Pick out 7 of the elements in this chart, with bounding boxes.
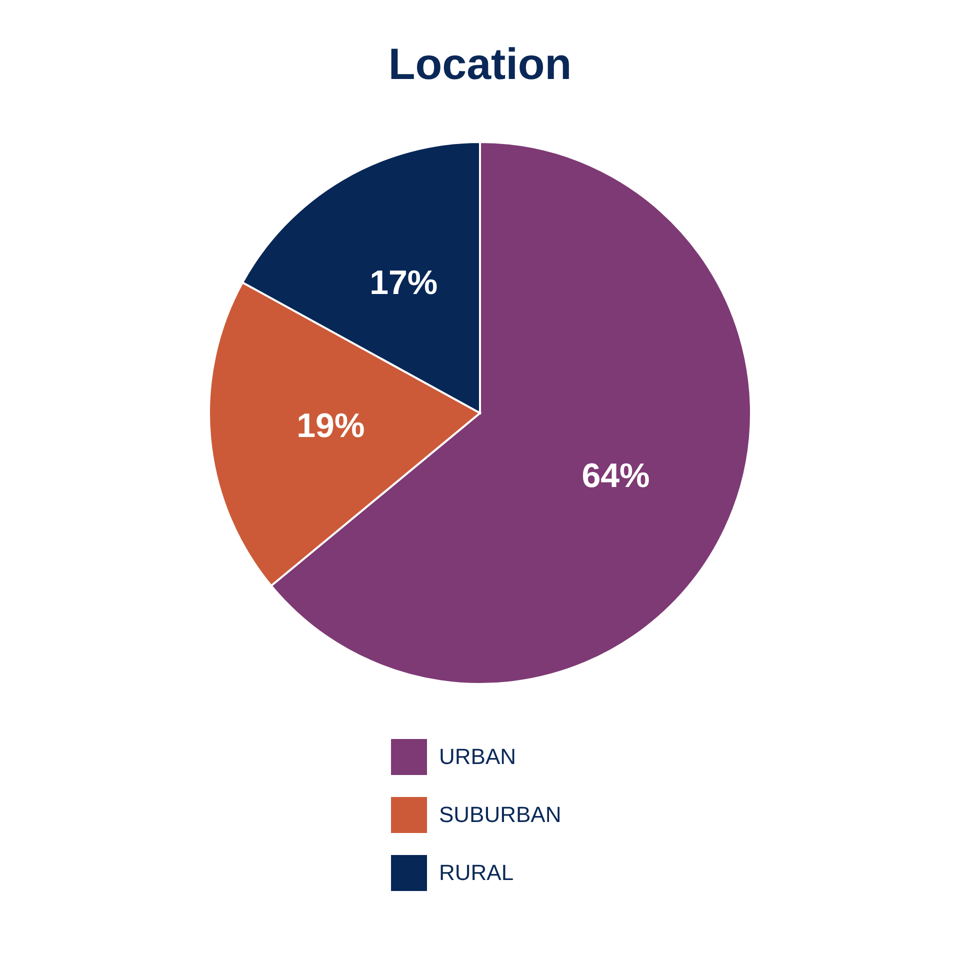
data-label: 64% [582,456,650,495]
chart-title: Location [388,40,572,89]
data-label: 19% [296,407,365,446]
legend-label: SUBURBAN [439,802,562,827]
legend-label: RURAL [439,860,514,885]
data-label: 17% [370,264,438,302]
legend-label: URBAN [439,744,516,769]
